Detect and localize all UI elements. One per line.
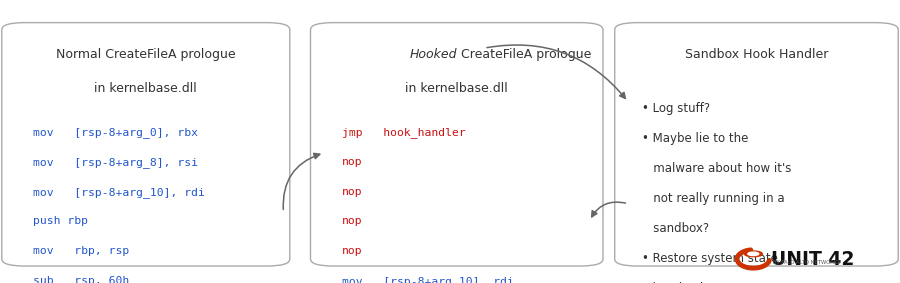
Text: mov   [rsp-8+arg_10], rdi: mov [rsp-8+arg_10], rdi [33, 187, 205, 198]
Text: nop: nop [342, 187, 363, 197]
Text: mov   [rsp-8+arg_8], rsi: mov [rsp-8+arg_8], rsi [33, 157, 198, 168]
Text: UNIT 42: UNIT 42 [771, 250, 855, 269]
Circle shape [744, 251, 762, 257]
Text: nop: nop [342, 246, 363, 256]
Text: sub   rsp, 60h: sub rsp, 60h [33, 276, 130, 283]
Text: Hooked: Hooked [410, 48, 456, 61]
Text: jmp   hook_handler: jmp hook_handler [342, 127, 466, 138]
Text: push rbp: push rbp [33, 216, 88, 226]
FancyBboxPatch shape [615, 23, 898, 266]
Text: mov   [rsp-8+arg_0], rbx: mov [rsp-8+arg_0], rbx [33, 127, 198, 138]
FancyBboxPatch shape [2, 23, 290, 266]
Text: sandbox?: sandbox? [642, 222, 709, 235]
Text: malware about how it's: malware about how it's [642, 162, 791, 175]
Text: mov   [rsp-8+arg_10], rdi: mov [rsp-8+arg_10], rdi [342, 276, 514, 283]
FancyBboxPatch shape [310, 23, 603, 266]
Text: • Log stuff?: • Log stuff? [642, 102, 710, 115]
Text: Sandbox Hook Handler: Sandbox Hook Handler [685, 48, 828, 61]
Text: • Maybe lie to the: • Maybe lie to the [642, 132, 748, 145]
Text: nop: nop [342, 157, 363, 167]
Text: BY PALO ALTO NETWORKS: BY PALO ALTO NETWORKS [773, 260, 841, 265]
Text: CreateFileA prologue: CreateFileA prologue [456, 48, 591, 61]
Text: nop: nop [342, 216, 363, 226]
Text: in kernelbase.dll: in kernelbase.dll [405, 82, 508, 95]
Text: mov   rbp, rsp: mov rbp, rsp [33, 246, 130, 256]
Text: • jmp back: • jmp back [642, 282, 706, 283]
Text: • Restore system state: • Restore system state [642, 252, 778, 265]
Circle shape [748, 252, 759, 256]
Text: in kernelbase.dll: in kernelbase.dll [94, 82, 197, 95]
Text: Normal CreateFileA prologue: Normal CreateFileA prologue [56, 48, 236, 61]
Text: not really running in a: not really running in a [642, 192, 784, 205]
